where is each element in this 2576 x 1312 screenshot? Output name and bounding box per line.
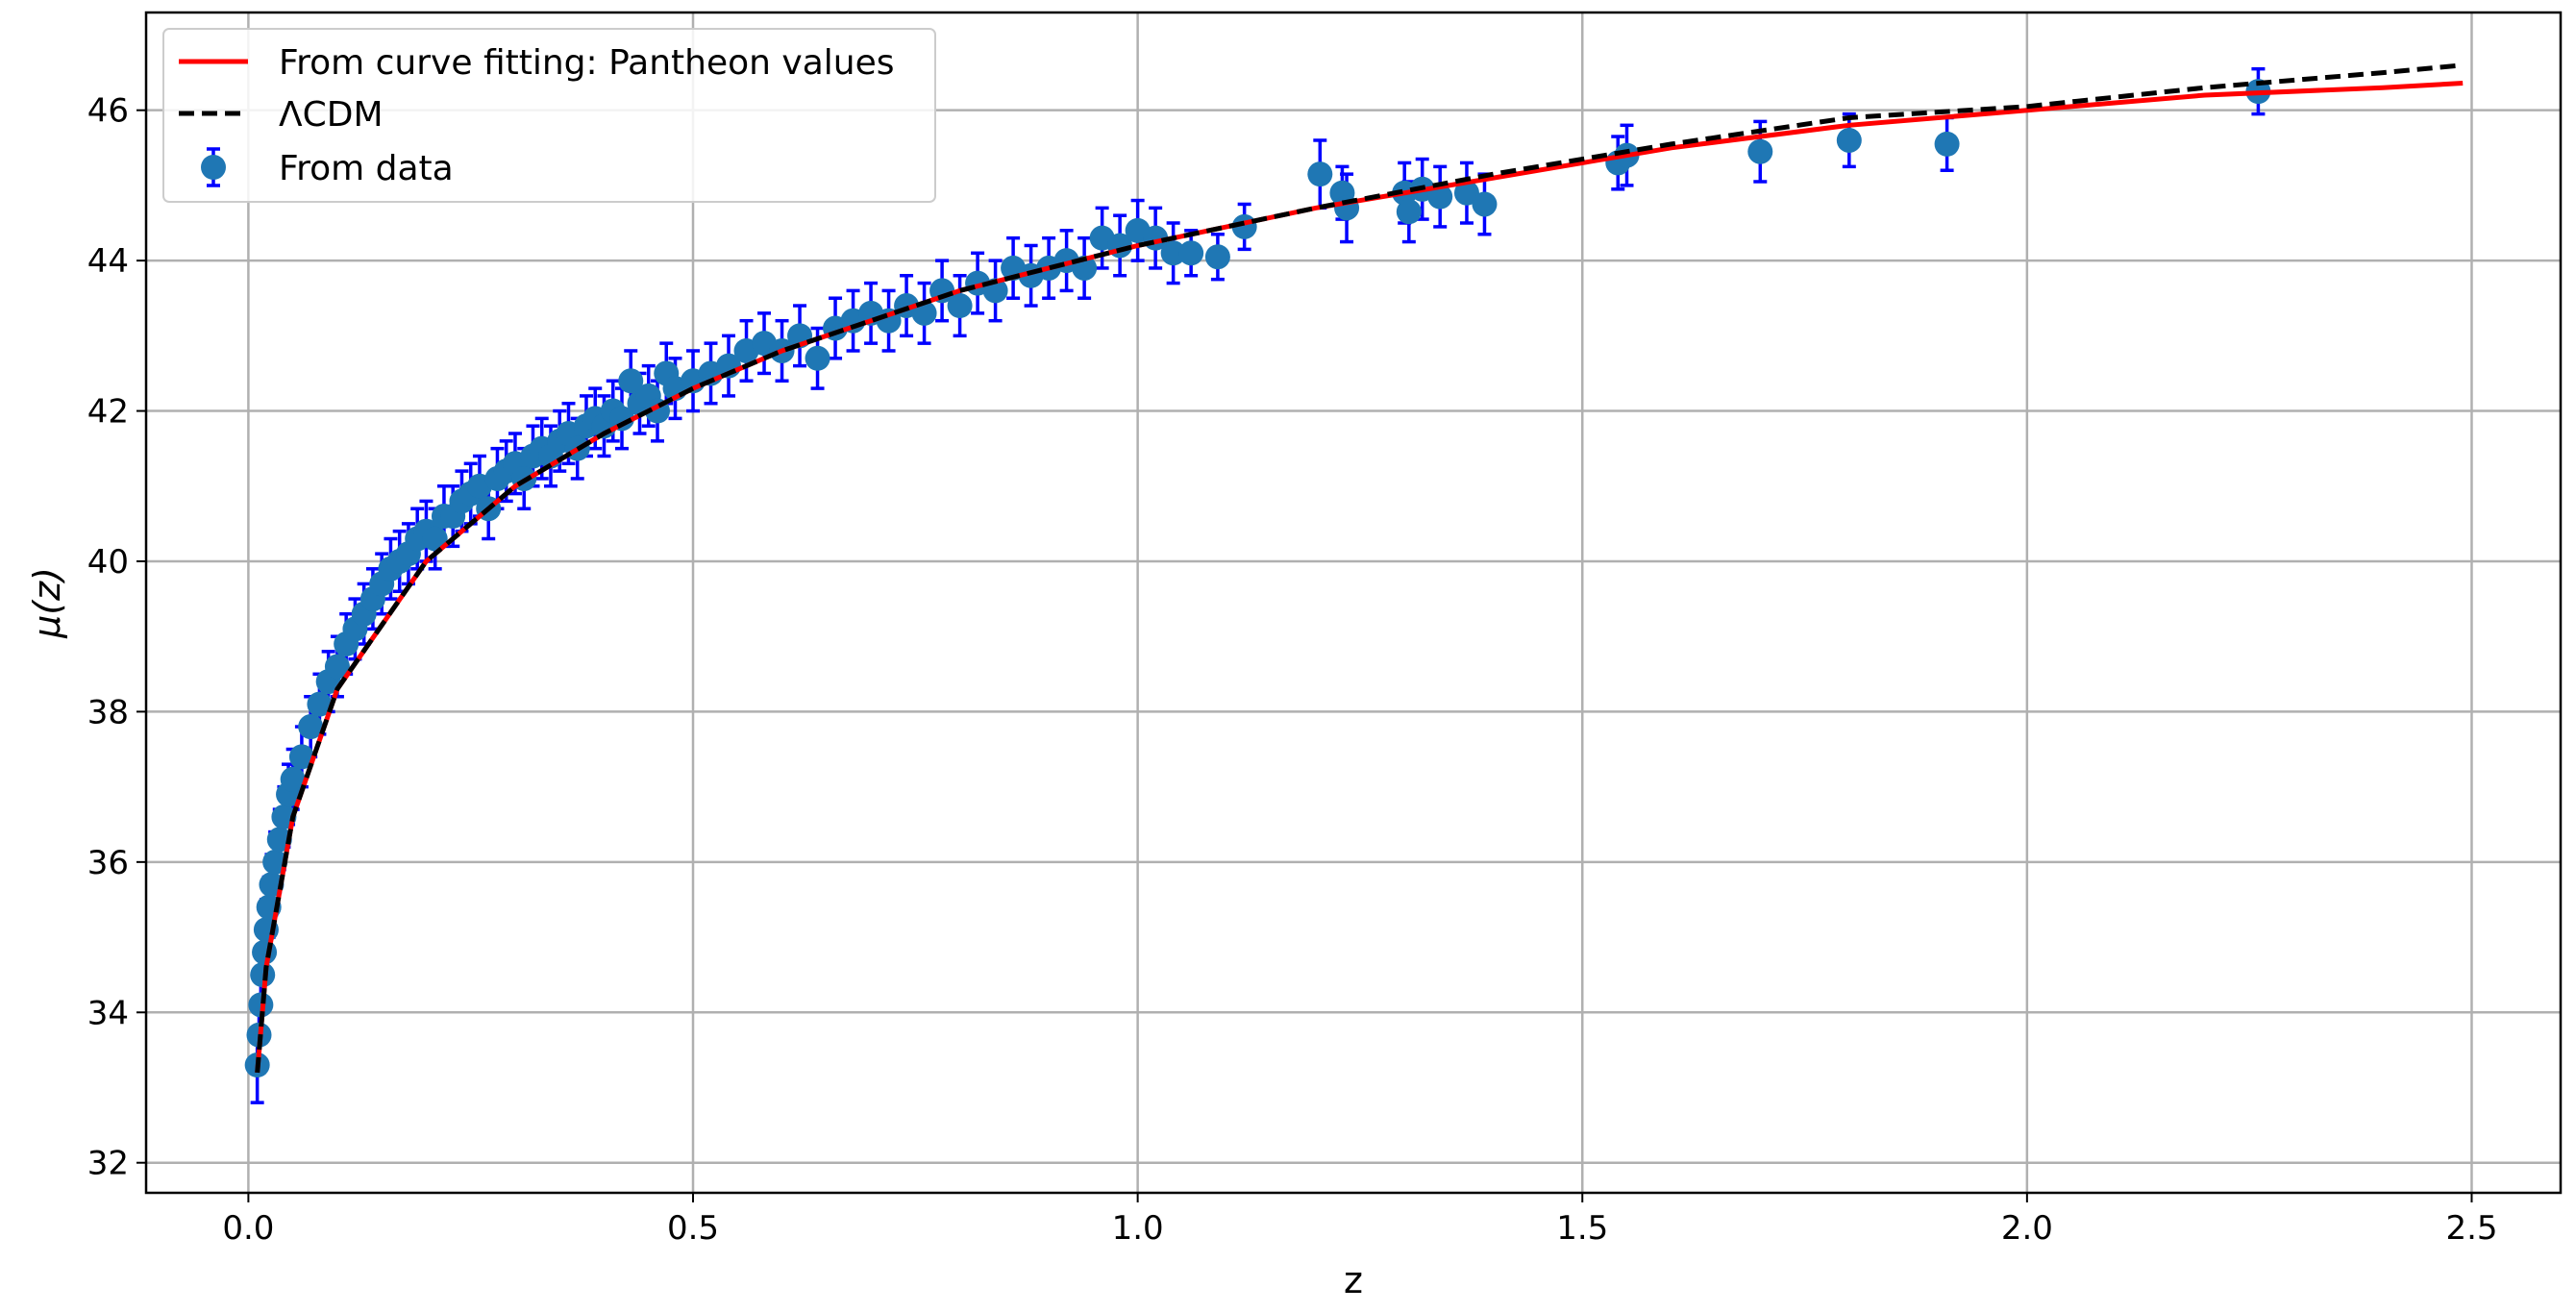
y-axis-label: μ(z) — [26, 567, 68, 639]
data-point — [307, 691, 333, 717]
data-point — [298, 714, 324, 740]
x-axis-label: z — [1344, 1259, 1363, 1301]
data-point — [1747, 138, 1773, 164]
data-point — [1396, 199, 1422, 225]
y-tick-label: 46 — [87, 92, 129, 131]
y-tick-label: 42 — [87, 393, 129, 432]
x-tick-label: 1.5 — [1556, 1209, 1608, 1248]
data-point — [1427, 184, 1453, 210]
data-point — [262, 849, 288, 875]
data-point — [252, 939, 278, 965]
data-point — [1204, 244, 1230, 270]
data-point — [1836, 127, 1862, 153]
y-tick-label: 32 — [87, 1145, 129, 1183]
y-tick-label: 34 — [87, 994, 129, 1032]
x-tick-label: 2.5 — [2445, 1209, 2497, 1248]
y-tick-label: 40 — [87, 543, 129, 582]
data-point — [280, 766, 306, 792]
legend-box — [162, 28, 936, 203]
legend-data-marker — [201, 155, 226, 180]
series-layer — [244, 62, 2464, 1104]
legend-lcdm-label: ΛCDM — [279, 95, 384, 135]
plot-frame — [144, 11, 2563, 1195]
data-point — [1472, 191, 1498, 217]
y-tick-label: 44 — [87, 242, 129, 281]
legend-fit-label: From curve fitting: Pantheon values — [279, 43, 895, 83]
x-tick-label: 0.5 — [667, 1209, 719, 1248]
data-point — [422, 526, 448, 552]
legend-data-label: From data — [279, 149, 454, 188]
data-point — [1178, 240, 1204, 266]
data-point — [1307, 161, 1333, 187]
lcdm-curve-line — [255, 62, 2464, 1074]
y-tick-label: 36 — [87, 844, 129, 882]
data-point — [608, 406, 634, 432]
data-point — [250, 962, 276, 988]
x-tick-label: 2.0 — [2001, 1209, 2053, 1248]
data-point — [618, 368, 644, 394]
data-point — [288, 744, 314, 770]
x-tick-label: 1.0 — [1112, 1209, 1164, 1248]
x-tick-label: 0.0 — [222, 1209, 274, 1248]
data-point — [947, 293, 973, 319]
ticks: 0.0 0.5 1.0 1.5 2.0 2.5 32 34 36 38 40 42 44 46 — [87, 92, 2498, 1248]
data-point — [1453, 180, 1479, 206]
legend: From curve fitting: Pantheon values ΛCDM… — [162, 28, 936, 203]
data-point — [805, 345, 830, 371]
data-point — [1160, 240, 1186, 266]
data-point — [324, 654, 350, 680]
data-point — [1934, 131, 1960, 157]
y-tick-label: 38 — [87, 693, 129, 731]
